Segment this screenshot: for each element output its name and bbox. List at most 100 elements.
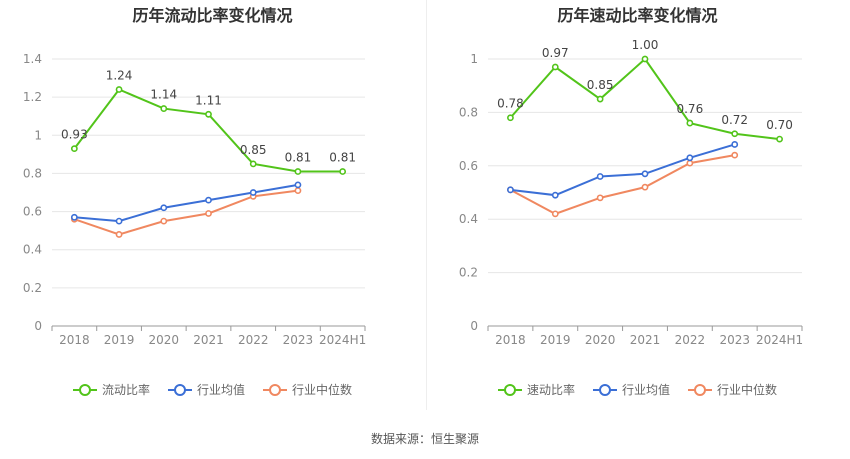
data-point — [596, 95, 604, 103]
series-line — [74, 183, 299, 223]
data-point — [294, 168, 302, 175]
x-tick-label: 2023 — [719, 333, 750, 347]
data-point — [249, 160, 257, 168]
data-point — [205, 196, 212, 204]
legend-item[interactable]: 行业均值 — [167, 381, 245, 398]
current-ratio-chart: 历年流动比率变化情况 0 0.2 0.4 0.6 0.8 1 1.2 1.4 2018 2019 2… — [0, 0, 425, 420]
y-tick-label: 1.2 — [23, 90, 42, 104]
legend-swatch-marker — [598, 383, 611, 396]
data-point — [731, 151, 739, 159]
data-point — [776, 135, 783, 143]
legend-swatch-marker — [269, 383, 281, 396]
data-point — [507, 186, 514, 194]
x-tick-label: 2023 — [283, 333, 314, 347]
legend-swatch — [167, 383, 192, 396]
series-line — [74, 189, 299, 236]
chart-legend: 流动比率 行业均值 行业中位数 — [0, 381, 425, 398]
data-label: 0.78 — [497, 97, 524, 111]
legend-item[interactable]: 速动比率 — [497, 381, 575, 398]
y-tick-label: 0.6 — [23, 205, 42, 219]
data-point — [641, 170, 649, 178]
data-label: 1.14 — [150, 88, 177, 102]
panel-divider — [426, 0, 427, 410]
data-point — [205, 210, 212, 217]
legend-label: 行业中位数 — [717, 383, 778, 397]
x-tick-label: 2022 — [675, 333, 706, 347]
data-point — [249, 189, 257, 196]
data-label: 1.24 — [106, 69, 133, 83]
data-label: 0.72 — [721, 113, 748, 127]
legend-item[interactable]: 行业中位数 — [688, 381, 777, 398]
data-point — [115, 217, 123, 225]
x-tick-label: 2022 — [238, 333, 269, 347]
data-point — [115, 86, 123, 93]
x-tick-label: 2019 — [104, 333, 135, 347]
x-tick-label: 2021 — [193, 333, 224, 347]
data-point — [641, 55, 649, 63]
legend-swatch — [497, 383, 522, 396]
chart-plot: 0 0.2 0.4 0.6 0.8 1 2018 2019 2020 2021 2022 2023 20… — [459, 38, 803, 347]
series-line — [509, 154, 735, 215]
data-point — [731, 141, 739, 148]
quick-ratio-chart: 历年速动比率变化情况 0 0.2 0.4 0.6 0.8 1 2018 2019 2020 202… — [425, 0, 850, 420]
y-tick-label: 0.2 — [23, 281, 42, 295]
legend-swatch-marker — [503, 383, 516, 396]
data-label: 0.85 — [587, 78, 614, 92]
x-tick-label: 2024H1 — [756, 333, 803, 347]
data-point — [731, 130, 739, 138]
data-label: 1.11 — [195, 93, 222, 107]
y-tick-label: 0.4 — [23, 243, 42, 257]
data-label: 0.81 — [329, 151, 356, 165]
series-line — [510, 143, 735, 197]
y-tick-label: 0.6 — [459, 159, 478, 173]
data-label: 0.70 — [766, 118, 793, 132]
data-label: 0.85 — [240, 143, 267, 157]
data-point — [339, 168, 347, 175]
legend-item[interactable]: 行业均值 — [592, 381, 670, 398]
data-point — [160, 217, 168, 225]
data-source: 数据来源：恒生聚源 — [370, 432, 479, 446]
chart-legend: 速动比率 行业均值 行业中位数 — [425, 381, 850, 398]
data-point — [686, 154, 694, 162]
data-point — [160, 204, 168, 212]
legend-label: 行业中位数 — [292, 383, 353, 397]
y-tick-label: 1.4 — [23, 52, 42, 66]
data-point — [641, 183, 649, 191]
legend-swatch — [688, 383, 712, 396]
data-point — [294, 181, 302, 189]
x-tick-label: 2021 — [630, 333, 661, 347]
chart-title: 历年流动比率变化情况 — [132, 6, 293, 25]
legend-swatch — [72, 383, 97, 396]
x-tick-label: 2018 — [59, 333, 90, 347]
chart-title: 历年速动比率变化情况 — [557, 6, 718, 25]
data-label: 0.97 — [542, 46, 569, 60]
legend-item[interactable]: 流动比率 — [72, 381, 150, 398]
data-label: 0.76 — [676, 102, 703, 116]
data-point — [70, 213, 78, 221]
data-point — [160, 105, 168, 112]
legend-swatch-marker — [173, 383, 186, 396]
data-point — [205, 110, 212, 118]
data-point — [70, 145, 78, 153]
data-point — [596, 173, 604, 180]
data-point — [686, 159, 694, 167]
x-tick-label: 2024H1 — [319, 333, 366, 347]
legend-swatch-marker — [694, 383, 706, 396]
x-tick-label: 2020 — [149, 333, 180, 347]
y-tick-label: 1 — [34, 128, 42, 142]
legend-label: 行业均值 — [621, 383, 670, 397]
legend-item[interactable]: 行业中位数 — [263, 381, 352, 398]
legend-label: 流动比率 — [101, 383, 150, 397]
data-point — [686, 119, 694, 127]
data-point — [596, 194, 604, 202]
data-point — [551, 191, 559, 199]
data-point — [551, 210, 559, 218]
y-tick-label: 0.2 — [459, 266, 478, 280]
x-tick-label: 2019 — [540, 333, 571, 347]
data-label: 0.93 — [61, 128, 88, 142]
y-tick-label: 0 — [470, 319, 478, 333]
series-line — [509, 57, 780, 141]
data-point — [551, 63, 559, 71]
y-tick-label: 1 — [470, 52, 478, 66]
